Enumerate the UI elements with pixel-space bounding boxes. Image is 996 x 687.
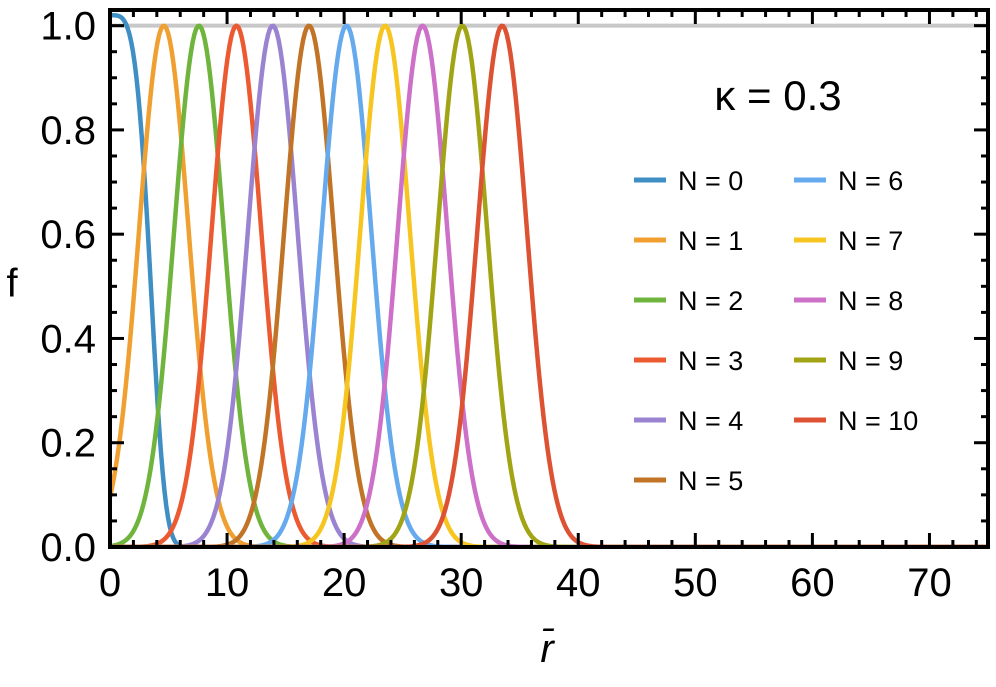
legend-item: N = 5 <box>634 466 743 496</box>
legend-label: N = 10 <box>838 406 918 436</box>
legend-label: N = 2 <box>678 286 743 316</box>
series-line-n10 <box>110 23 988 547</box>
legend-item: N = 0 <box>634 166 743 196</box>
y-tick-label: 0.6 <box>40 213 96 257</box>
series-layer <box>110 12 988 547</box>
x-tick-label: 50 <box>673 561 718 605</box>
y-axis-label: f <box>6 262 18 306</box>
x-tick-label: 10 <box>205 561 250 605</box>
series-line-n5 <box>110 23 988 547</box>
x-tick-label: 60 <box>790 561 835 605</box>
legend-item: N = 8 <box>794 286 903 316</box>
y-tick-label: 0.2 <box>40 422 96 466</box>
tick-labels: 0 10 20 30 40 50 60 70 0.0 0.2 0.4 0.6 0.8 1.0 <box>40 5 951 605</box>
legend-item: N = 6 <box>794 166 903 196</box>
legend-label: N = 1 <box>678 226 743 256</box>
legend-item: N = 9 <box>794 346 903 376</box>
plot-frame <box>108 8 990 549</box>
y-tick-label: 1.0 <box>40 5 96 49</box>
x-tick-label: 70 <box>907 561 952 605</box>
x-tick-label: 30 <box>439 561 484 605</box>
legend-item: N = 7 <box>794 226 903 256</box>
plot-border <box>108 8 990 549</box>
x-tick-label: 0 <box>99 561 121 605</box>
x-tick-label: 40 <box>556 561 601 605</box>
kappa-annotation: κ = 0.3 <box>714 72 841 119</box>
series-line-n2 <box>110 23 988 547</box>
series-line-n3 <box>110 23 988 547</box>
legend-label: N = 6 <box>838 166 903 196</box>
legend-label: N = 0 <box>678 166 743 196</box>
legend-label: N = 7 <box>838 226 903 256</box>
x-tick-label: 20 <box>322 561 367 605</box>
y-tick-label: 0.0 <box>40 526 96 570</box>
legend-item: N = 1 <box>634 226 743 256</box>
x-axis-label: r̄ <box>540 627 555 671</box>
legend-label: N = 3 <box>678 346 743 376</box>
legend: N = 0 N = 1 N = 2 N = 3 N = 4 N = 5 N = 6 N = 7… <box>634 166 918 496</box>
y-tick-label: 0.4 <box>40 317 96 361</box>
legend-label: N = 4 <box>678 406 743 436</box>
legend-item: N = 2 <box>634 286 743 316</box>
legend-label: N = 5 <box>678 466 743 496</box>
legend-label: N = 8 <box>838 286 903 316</box>
axis-ticks <box>108 10 988 549</box>
legend-item: N = 3 <box>634 346 743 376</box>
series-line-n4 <box>110 23 988 547</box>
legend-label: N = 9 <box>838 346 903 376</box>
legend-item: N = 10 <box>794 406 918 436</box>
y-tick-label: 0.8 <box>40 109 96 153</box>
legend-item: N = 4 <box>634 406 743 436</box>
